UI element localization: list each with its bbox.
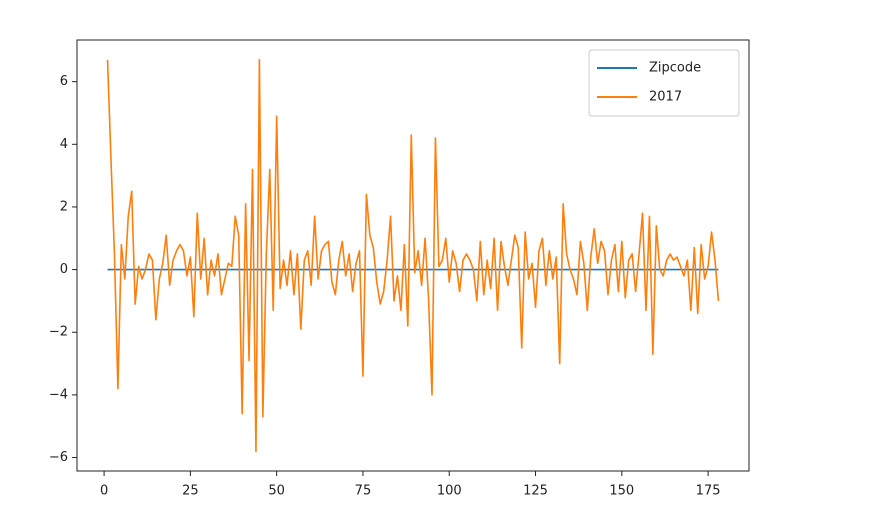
axes-frame bbox=[76, 39, 750, 472]
y-tick-label: 2 bbox=[60, 199, 68, 214]
x-tick-label: 75 bbox=[355, 484, 372, 499]
legend-label: Zipcode bbox=[649, 61, 701, 76]
x-tick-label: 150 bbox=[609, 484, 634, 499]
x-tick-label: 50 bbox=[268, 484, 285, 499]
x-tick-label: 25 bbox=[182, 484, 199, 499]
y-tick-label: −2 bbox=[49, 325, 68, 340]
x-tick-label: 100 bbox=[437, 484, 462, 499]
x-tick-label: 0 bbox=[100, 484, 108, 499]
y-tick-label: −6 bbox=[49, 450, 68, 465]
x-tick-label: 175 bbox=[696, 484, 721, 499]
series-line bbox=[106, 58, 720, 453]
legend-label: 2017 bbox=[649, 90, 682, 105]
x-tick-label: 125 bbox=[523, 484, 548, 499]
y-tick-label: 0 bbox=[60, 262, 68, 277]
y-tick-label: 6 bbox=[60, 74, 68, 89]
legend-box bbox=[588, 49, 740, 117]
y-tick-label: 4 bbox=[60, 137, 68, 152]
y-tick-label: −4 bbox=[49, 387, 68, 402]
